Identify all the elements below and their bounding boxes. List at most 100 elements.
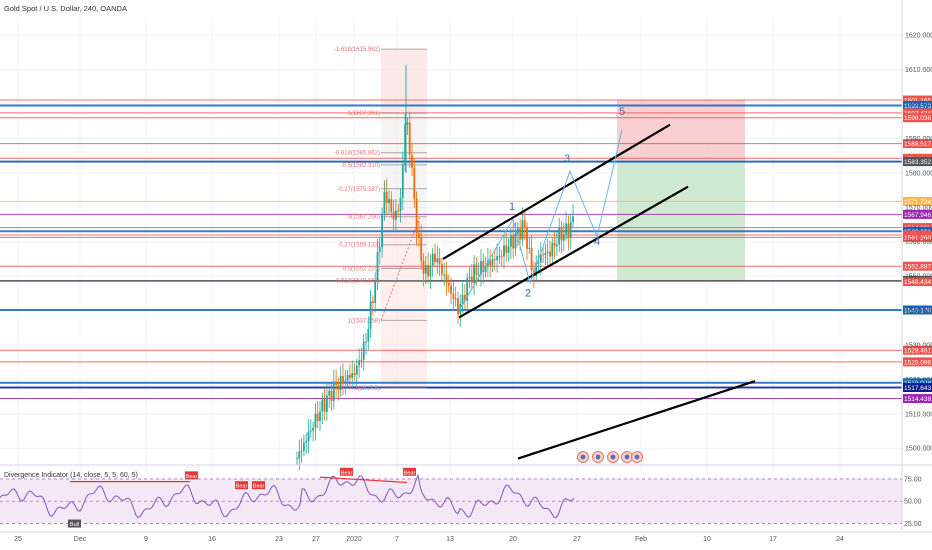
price-tag-label: 1552.887 bbox=[904, 264, 931, 271]
price-tick-label: 1510.000 bbox=[905, 411, 932, 418]
candle-body bbox=[452, 293, 455, 299]
divergence-signal-label: Bear bbox=[186, 474, 198, 480]
divergence-signal-badge bbox=[340, 467, 353, 476]
price-tag-box bbox=[903, 139, 932, 149]
price-tick-label: 1580.000 bbox=[905, 170, 932, 177]
price-tag-box bbox=[903, 383, 932, 393]
price-tag: 1548.434 bbox=[903, 277, 932, 287]
price-tick-label: 1520.000 bbox=[905, 377, 932, 384]
candle-body bbox=[466, 278, 469, 301]
price-tag-label: 1567.946 bbox=[904, 212, 931, 219]
candle-body bbox=[326, 395, 328, 412]
candle-body bbox=[362, 342, 365, 360]
candle-body bbox=[309, 430, 312, 432]
candle-body bbox=[537, 262, 540, 264]
candle-body bbox=[493, 259, 496, 261]
candle-body bbox=[477, 274, 480, 276]
indicator-title: Divergence Indicator (14, close, 5, 5, 6… bbox=[4, 472, 138, 479]
candle-body bbox=[510, 235, 512, 247]
event-icons bbox=[577, 451, 643, 463]
chart-title: Gold Spot / U.S. Dollar, 240, OANDA bbox=[4, 4, 127, 13]
price-tag: 1599.573 bbox=[903, 101, 932, 111]
price-tag: 1588.517 bbox=[903, 139, 932, 149]
price-tag-box bbox=[903, 357, 932, 367]
event-icon-dot bbox=[634, 454, 640, 460]
candle-body bbox=[406, 122, 409, 125]
price-tag-box bbox=[903, 378, 932, 388]
fib-level-label: 0.27(1559.132) bbox=[339, 243, 380, 249]
divergence-signal-badge bbox=[235, 481, 248, 490]
price-tag: 1517.643 bbox=[903, 383, 932, 393]
wave-label: 5 bbox=[619, 106, 625, 118]
candle-body bbox=[390, 199, 393, 212]
candle-body bbox=[512, 235, 515, 249]
candle-body bbox=[392, 211, 395, 220]
divergence-signal-badge bbox=[252, 481, 265, 490]
time-tick-label: 9 bbox=[144, 536, 148, 543]
candle-body bbox=[491, 259, 494, 266]
candle-body bbox=[429, 265, 432, 277]
time-tick-label: 13 bbox=[446, 536, 454, 543]
time-tick-label: 23 bbox=[275, 536, 283, 543]
price-tag: 1583.352 bbox=[903, 156, 932, 166]
candle-body bbox=[388, 199, 390, 204]
price-tag-label: 1514.438 bbox=[904, 396, 931, 403]
price-tick-label: 1600.000 bbox=[905, 102, 932, 109]
candle-body bbox=[562, 234, 565, 241]
price-tag: 1571.724 bbox=[903, 196, 932, 206]
time-tick-label: 27 bbox=[312, 536, 320, 543]
candle-body bbox=[560, 227, 563, 241]
candle-body bbox=[424, 265, 427, 274]
fib-connector bbox=[380, 216, 421, 321]
price-tag-box bbox=[903, 101, 932, 111]
time-tick-label: 25 bbox=[14, 536, 22, 543]
price-tag-label: 1561.260 bbox=[904, 235, 931, 242]
candle-body bbox=[434, 253, 436, 263]
candle-body bbox=[408, 122, 411, 156]
candle-body bbox=[298, 451, 301, 459]
candle-body bbox=[397, 210, 400, 212]
candle-body bbox=[319, 411, 321, 422]
time-tick-label: 17 bbox=[769, 536, 777, 543]
take-profit-zone bbox=[617, 161, 745, 281]
price-tag-label: 1599.573 bbox=[904, 103, 931, 110]
candle-body bbox=[353, 373, 356, 375]
divergence-signal-badge bbox=[185, 471, 198, 480]
candle-body bbox=[399, 197, 402, 212]
price-tick-label: 1500.000 bbox=[905, 446, 932, 453]
price-tag-label: 1540.170 bbox=[904, 307, 931, 314]
candle-body bbox=[461, 294, 464, 305]
price-tag-box bbox=[903, 209, 932, 219]
indicator-tick-label: 25.00 bbox=[904, 521, 922, 528]
price-tag: 1561.260 bbox=[903, 232, 932, 242]
price-tag-box bbox=[903, 108, 932, 118]
price-tag-label: 1528.481 bbox=[904, 348, 931, 355]
candle-body bbox=[346, 374, 349, 381]
time-tick-label: 20 bbox=[509, 536, 517, 543]
candle-body bbox=[369, 301, 372, 329]
trend-line bbox=[458, 185, 689, 319]
time-tick-label: 27 bbox=[573, 536, 581, 543]
candle-body bbox=[332, 381, 335, 402]
price-tag-label: 1525.096 bbox=[904, 359, 931, 366]
wave-label: 1 bbox=[509, 201, 515, 213]
event-icon-dot bbox=[610, 454, 616, 460]
candle-body bbox=[381, 213, 383, 248]
candle-body bbox=[447, 283, 450, 286]
candle-body bbox=[514, 233, 517, 249]
candle-body bbox=[551, 242, 554, 257]
fib-level-label: -0.27(1575.387) bbox=[337, 187, 380, 193]
rsi-line bbox=[0, 473, 575, 519]
candle-body bbox=[498, 256, 501, 258]
price-tag: 1514.438 bbox=[903, 394, 932, 404]
time-tick-label: 24 bbox=[836, 536, 844, 543]
divergence-line bbox=[319, 476, 408, 484]
time-tick-label: 10 bbox=[703, 536, 711, 543]
candle-body bbox=[415, 198, 418, 233]
divergence-signal-label: Bear bbox=[236, 484, 248, 490]
candle-body bbox=[374, 281, 377, 304]
candle-body bbox=[436, 258, 439, 263]
candle-body bbox=[358, 360, 360, 366]
time-tick-label: Dec bbox=[74, 536, 87, 543]
